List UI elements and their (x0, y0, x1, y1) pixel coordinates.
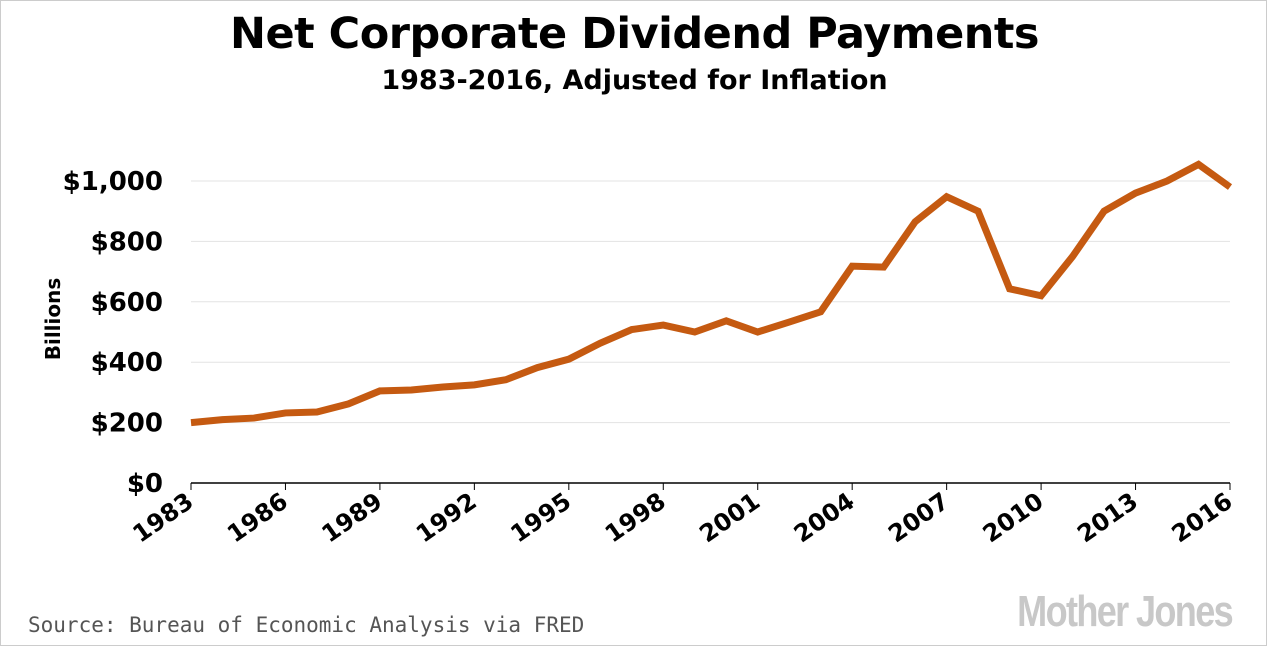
y-tick-label: $400 (91, 348, 163, 378)
mother-jones-logo: Mother Jones (1017, 587, 1232, 637)
x-tick-label: 2007 (883, 487, 954, 548)
y-tick-label: $1,000 (63, 167, 163, 197)
x-tick-label: 2001 (694, 487, 765, 548)
x-tick-label: 2016 (1167, 487, 1238, 548)
dividend-line (191, 164, 1230, 422)
x-tick-label: 2010 (978, 487, 1049, 548)
x-tick-label: 1989 (317, 487, 388, 548)
x-tick-label: 1995 (505, 487, 576, 548)
x-tick-label: 1986 (222, 487, 293, 548)
y-tick-label: $200 (91, 409, 163, 439)
y-tick-label: $0 (127, 469, 163, 499)
y-tick-label: $600 (91, 288, 163, 318)
y-tick-label: $800 (91, 227, 163, 257)
x-tick-label: 1998 (600, 487, 671, 548)
x-tick-label: 2004 (789, 487, 860, 548)
source-note: Source: Bureau of Economic Analysis via … (28, 613, 584, 637)
x-tick-label: 1992 (411, 487, 482, 548)
x-tick-label: 2013 (1072, 487, 1143, 548)
